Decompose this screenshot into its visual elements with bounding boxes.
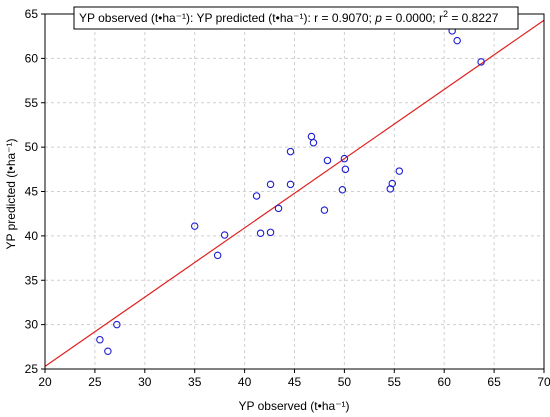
x-tick-label: 45	[288, 375, 302, 389]
data-point	[252, 192, 261, 200]
data-point	[266, 228, 275, 237]
regression-line-group	[44, 19, 545, 367]
stats-prefix: YP observed (t•ha⁻¹): YP predicted (t•ha…	[79, 11, 375, 25]
y-tick-label: 60	[25, 51, 39, 65]
data-point	[341, 165, 350, 174]
y-tick-label: 55	[25, 96, 39, 110]
y-axis-ticks: 25 30 35 40 45 50 55 60 65	[25, 7, 45, 376]
x-tick-label: 30	[138, 375, 152, 389]
grid-lines	[45, 14, 544, 369]
data-point	[309, 138, 318, 147]
data-point	[307, 132, 316, 141]
data-point	[113, 320, 121, 329]
data-point	[104, 347, 112, 355]
x-tick-label: 50	[338, 375, 352, 389]
data-point	[256, 229, 265, 237]
x-tick-label: 65	[487, 375, 501, 389]
x-tick-label: 25	[88, 375, 102, 389]
regression-line	[44, 19, 545, 367]
data-point	[286, 180, 295, 189]
data-point	[190, 222, 199, 230]
x-tick-label: 40	[238, 375, 252, 389]
y-tick-label: 35	[25, 273, 39, 287]
x-tick-label: 20	[38, 375, 52, 389]
r-squared-superscript: 2	[443, 9, 448, 19]
r-squared-value: = 0.8227	[448, 11, 499, 25]
x-axis-title: YP observed (t•ha⁻¹)	[238, 399, 349, 413]
data-point	[220, 231, 229, 239]
data-point	[266, 180, 275, 189]
data-point	[338, 185, 347, 194]
data-point	[323, 156, 332, 165]
data-point	[213, 251, 222, 260]
data-point	[286, 147, 295, 156]
data-point	[453, 36, 461, 45]
y-tick-label: 30	[25, 318, 39, 332]
y-tick-label: 25	[25, 362, 39, 376]
x-axis-ticks: 20 25 30 35 40 45 50 55 60 65 70	[38, 369, 550, 389]
data-point	[477, 58, 485, 66]
p-value-text: = 0.0000; r	[382, 11, 443, 25]
legend-box	[73, 6, 519, 30]
y-axis-title: YP predicted (t•ha⁻¹)	[4, 138, 18, 249]
x-tick-label: 70	[537, 375, 550, 389]
y-tick-label: 40	[25, 229, 39, 243]
data-point	[320, 206, 329, 214]
y-tick-label: 50	[25, 140, 39, 154]
y-tick-label: 65	[25, 7, 39, 21]
x-tick-label: 35	[188, 375, 202, 389]
p-symbol: p	[374, 11, 382, 25]
x-tick-label: 55	[388, 375, 402, 389]
y-tick-label: 45	[25, 185, 39, 199]
stats-annotation: YP observed (t•ha⁻¹): YP predicted (t•ha…	[79, 9, 499, 25]
stats-legend: YP observed (t•ha⁻¹): YP predicted (t•ha…	[73, 6, 519, 30]
data-point	[340, 154, 349, 163]
data-point	[274, 204, 283, 213]
data-point	[388, 179, 397, 188]
x-tick-label: 60	[438, 375, 452, 389]
data-point	[96, 335, 104, 344]
data-point	[395, 167, 404, 175]
